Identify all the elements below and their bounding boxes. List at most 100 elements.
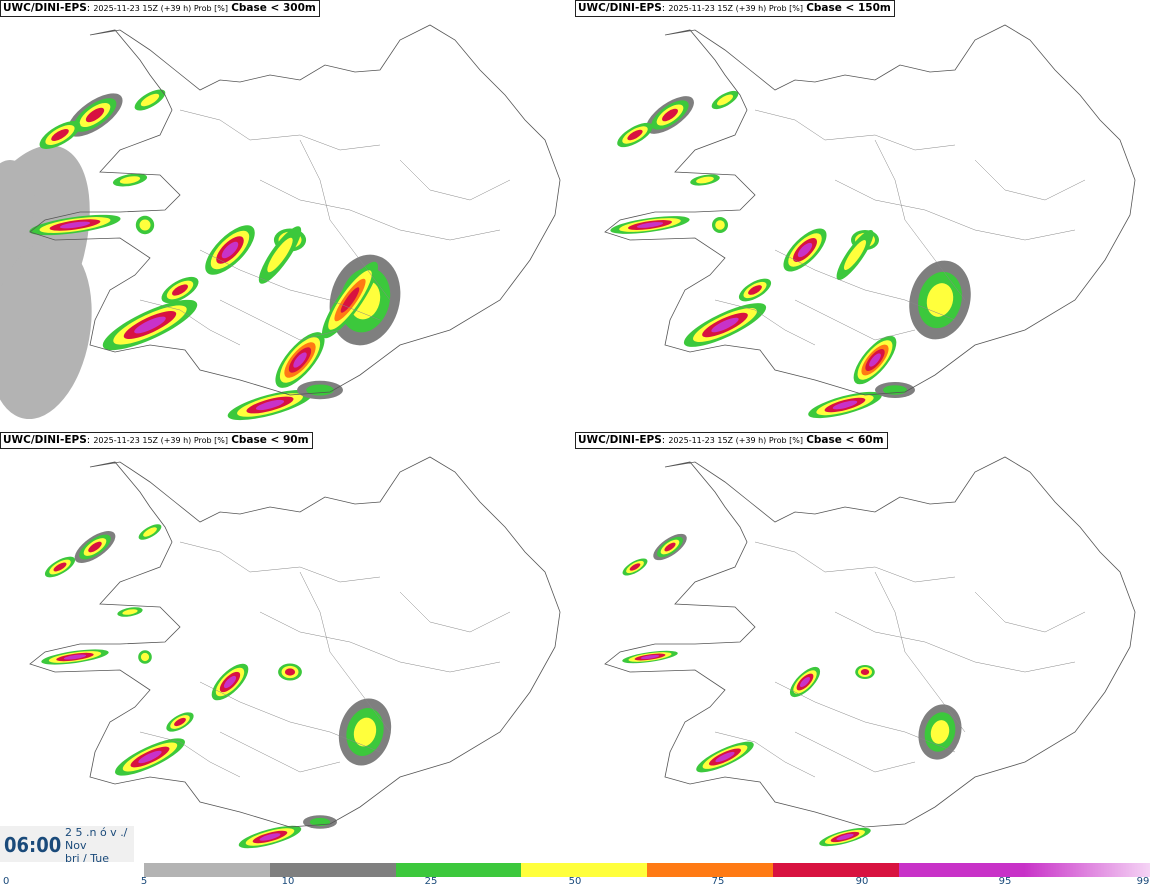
probability-contour [53, 562, 67, 572]
colorbar-tick-label: 99 [1136, 876, 1150, 887]
region-boundary [219, 299, 341, 341]
region-boundary [199, 249, 381, 321]
region-boundary [834, 179, 1076, 241]
colorbar-tick-label: 5 [140, 876, 148, 887]
panel-title: UWC/DINI-EPS: 2025-11-23 15Z (+39 h) Pro… [575, 0, 895, 17]
region-boundary [179, 541, 381, 583]
probability-contour [664, 542, 676, 552]
region-boundary [299, 571, 391, 733]
probability-contour [143, 527, 157, 537]
probability-contour [134, 316, 166, 334]
region-boundary [259, 611, 501, 673]
coastline [29, 456, 561, 828]
region-boundary [259, 179, 501, 241]
probability-contour [293, 352, 307, 368]
probability-contour [629, 563, 641, 571]
coastline [604, 24, 1136, 396]
low-probability-area [0, 240, 92, 420]
probability-contour [138, 750, 162, 764]
probability-contour [926, 283, 954, 317]
region-boundary [399, 591, 511, 633]
region-boundary [774, 681, 956, 753]
colorbar-ticks: 0 5 10 25 50 75 90 95 99 [0, 876, 1150, 891]
valid-date-line1: 2 5 .n ó v ./ [65, 826, 128, 839]
valid-date-line3: þri / Tue [65, 852, 110, 862]
region-boundary [714, 299, 816, 346]
probability-contour [715, 220, 725, 230]
run-info: 2025-11-23 15Z (+39 h) Prob [%] [93, 436, 229, 445]
probability-contour [711, 317, 739, 333]
model-name: UWC/DINI-EPS [578, 2, 662, 14]
probability-contour [140, 93, 160, 107]
run-info: 2025-11-23 15Z (+39 h) Prob [%] [668, 4, 804, 13]
probability-contour [836, 833, 854, 841]
map-panel-cbase-300: UWC/DINI-EPS: 2025-11-23 15Z (+39 h) Pro… [0, 0, 575, 430]
coastline [29, 24, 561, 396]
valid-time-box: 06:00 2 5 .n ó v ./ Nov þri / Tue [0, 826, 134, 862]
region-boundary [299, 139, 391, 301]
probability-contour [627, 129, 643, 141]
probability-contour [63, 654, 87, 660]
probability-contour [172, 284, 188, 296]
model-name: UWC/DINI-EPS [3, 434, 87, 446]
colorbar-segment [144, 863, 270, 877]
probability-contour [306, 384, 334, 396]
iceland-map [604, 24, 1136, 419]
region-boundary [754, 541, 956, 583]
region-boundary [714, 731, 816, 778]
probability-contour [640, 654, 660, 660]
probability-contour [748, 285, 762, 295]
run-info: 2025-11-23 15Z (+39 h) Prob [%] [668, 436, 804, 445]
colorbar-segment [1024, 863, 1150, 877]
region-boundary [794, 299, 916, 341]
threshold-label: Cbase < 60m [806, 434, 884, 446]
threshold-label: Cbase < 90m [231, 434, 309, 446]
region-boundary [139, 731, 241, 778]
region-boundary [179, 109, 381, 151]
valid-date: 2 5 .n ó v ./ Nov þri / Tue [65, 826, 133, 862]
probability-contour [267, 237, 293, 273]
probability-contour [843, 240, 867, 270]
valid-time: 06:00 [4, 833, 62, 857]
probability-contour [869, 353, 881, 367]
threshold-label: Cbase < 150m [806, 2, 891, 14]
probability-contour [797, 242, 813, 258]
low-probability-area [0, 160, 35, 240]
probability-contour [139, 219, 151, 231]
run-info: 2025-11-23 15Z (+39 h) Prob [%] [93, 4, 229, 13]
colorbar-segment [269, 863, 396, 877]
iceland-map [29, 456, 561, 849]
probability-contour [174, 717, 186, 727]
probability-contour [59, 221, 91, 229]
probability-contour [284, 668, 296, 676]
probability-contour [51, 129, 69, 141]
colorbar-tick-label: 50 [568, 876, 582, 887]
probability-contour [715, 751, 735, 763]
probability-contour [255, 399, 285, 411]
panel-title: UWC/DINI-EPS: 2025-11-23 15Z (+39 h) Pro… [0, 432, 313, 449]
probability-contour [860, 669, 870, 675]
region-boundary [874, 139, 966, 301]
iceland-map [0, 24, 561, 421]
model-name: UWC/DINI-EPS [3, 2, 87, 14]
colorbar-tick-label: 10 [281, 876, 295, 887]
region-boundary [399, 159, 511, 201]
probability-contour [259, 833, 281, 841]
region-boundary [794, 731, 916, 773]
region-boundary [754, 109, 956, 151]
region-boundary [974, 159, 1086, 201]
region-boundary [874, 571, 966, 733]
region-boundary [834, 611, 1076, 673]
probability-contour [221, 241, 239, 259]
colorbar-tick-label: 75 [711, 876, 725, 887]
colorbar-tick-label: 0 [3, 876, 10, 887]
colorbar-tick-label: 95 [998, 876, 1012, 887]
probability-contour [799, 676, 811, 688]
region-boundary [219, 731, 341, 773]
colorbar-segment [898, 863, 1025, 877]
probability-contour [85, 107, 105, 123]
probability-contour [662, 108, 678, 122]
map-panel-cbase-90: UWC/DINI-EPS: 2025-11-23 15Z (+39 h) Pro… [0, 432, 575, 862]
probability-contour [122, 609, 138, 615]
valid-date-line2: Nov [65, 839, 87, 852]
